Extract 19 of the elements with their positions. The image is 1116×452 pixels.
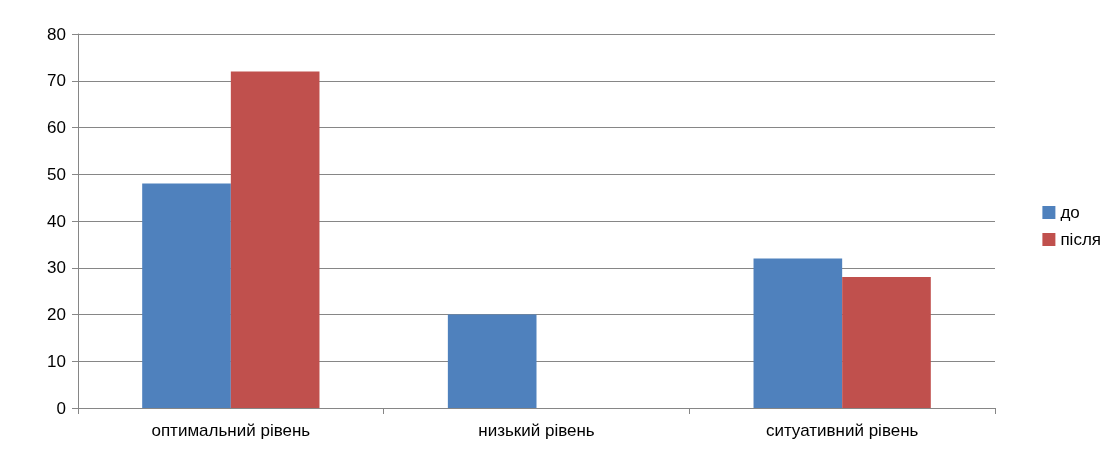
legend-label: після — [1060, 230, 1101, 249]
y-tick-label: 0 — [56, 398, 66, 418]
bar — [230, 71, 320, 408]
x-tick-label: ситуативний рівень — [765, 421, 919, 440]
y-tick-label: 40 — [47, 211, 66, 231]
bar — [142, 183, 231, 408]
y-tick-label: 50 — [47, 164, 66, 184]
x-tick-label: низький рівень — [478, 421, 595, 440]
y-tick-label: 70 — [47, 71, 66, 91]
y-tick-label: 20 — [47, 305, 66, 324]
y-tick-label: 60 — [47, 118, 66, 137]
y-tick-label: 80 — [47, 24, 66, 44]
bar — [753, 258, 843, 408]
bar — [842, 277, 931, 408]
y-tick-label: 10 — [47, 351, 66, 371]
bar — [447, 314, 537, 408]
legend-label: до — [1060, 203, 1080, 222]
y-tick-label: 30 — [47, 258, 66, 278]
x-tick-label: оптимальний рівень — [151, 421, 311, 440]
